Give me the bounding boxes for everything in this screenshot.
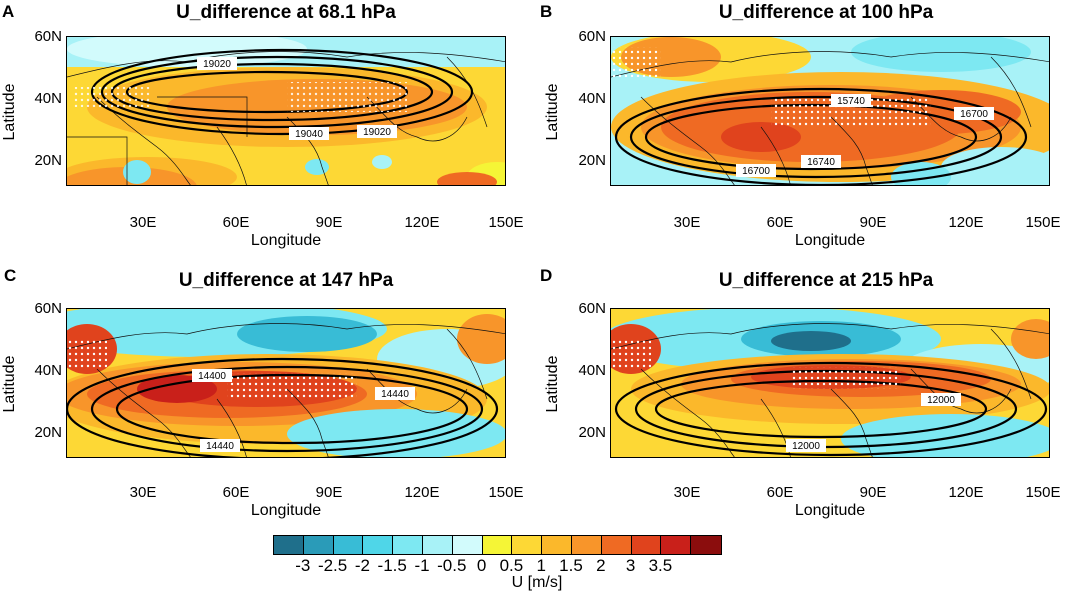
colorbar-box <box>422 536 453 554</box>
map-d: 12000 12000 <box>610 308 1050 458</box>
colorbar-tick: 2 <box>596 556 606 575</box>
x-tick: 30E <box>673 214 701 231</box>
colorbar-tick: -2 <box>354 556 370 575</box>
x-tick: 90E <box>859 214 887 231</box>
colorbar-box <box>512 536 543 554</box>
y-tick: 40N <box>34 362 62 379</box>
x-axis-label: Longitude <box>794 232 866 249</box>
contour-label: 12000 <box>792 441 820 452</box>
contour-label: 19020 <box>203 59 231 70</box>
x-axis-label: Longitude <box>250 502 322 519</box>
y-tick: 20N <box>578 424 606 441</box>
map-c: 14400 14440 14440 <box>66 308 506 458</box>
panel-title: U_difference at 147 hPa <box>178 270 394 291</box>
panel-label: C <box>4 266 17 285</box>
x-tick: 60E <box>222 214 250 231</box>
panel-c: C U_difference at 147 hPa <box>0 262 536 552</box>
y-tick: 60N <box>34 300 62 317</box>
x-tick: 150E <box>1025 484 1061 501</box>
y-tick: 20N <box>34 152 62 169</box>
y-tick: 40N <box>578 362 606 379</box>
x-axis-label: Longitude <box>250 232 322 249</box>
panel-label: B <box>540 2 553 21</box>
y-tick: 40N <box>578 90 606 107</box>
colorbar-box <box>571 536 602 554</box>
colorbar-box <box>452 536 483 554</box>
panel-a: A U_difference at 68.1 hPa <box>0 0 536 290</box>
panel-title: U_difference at 68.1 hPa <box>176 2 396 23</box>
colorbar-box <box>631 536 662 554</box>
map-b: 15740 16700 16740 16700 <box>610 36 1050 186</box>
colorbar-tick: 3.5 <box>648 556 673 575</box>
y-tick: 20N <box>578 152 606 169</box>
contour-label: 16740 <box>807 157 835 168</box>
colorbar-box <box>274 536 304 554</box>
colorbar-box <box>303 536 334 554</box>
panel-label: D <box>540 266 553 285</box>
y-tick: 60N <box>34 28 62 45</box>
y-axis-label: Latitude <box>544 355 561 413</box>
contour-label: 14400 <box>198 371 226 382</box>
colorbar-box <box>601 536 632 554</box>
x-tick: 120E <box>948 484 984 501</box>
map-a: 19020 19040 19020 <box>66 36 506 186</box>
colorbar-box <box>482 536 513 554</box>
panel-label: A <box>2 2 15 21</box>
x-tick: 120E <box>404 484 440 501</box>
x-tick: 60E <box>222 484 250 501</box>
colorbar-tick: 1 <box>536 556 546 575</box>
colorbar-box <box>393 536 423 554</box>
contour-label: 16700 <box>960 109 988 120</box>
colorbar-title: U [m/s] <box>511 574 563 591</box>
colorbar-tick: 0 <box>476 556 487 575</box>
contour-label: 16700 <box>742 166 770 177</box>
x-tick: 150E <box>488 214 524 231</box>
y-tick: 40N <box>34 90 62 107</box>
x-tick: 30E <box>129 484 157 501</box>
y-axis-label: Latitude <box>1 83 18 141</box>
x-tick: 90E <box>315 214 343 231</box>
colorbar-tick: -1 <box>414 556 430 575</box>
y-tick: 20N <box>34 424 62 441</box>
colorbar-tick: 3 <box>625 556 636 575</box>
y-tick: 60N <box>578 300 606 317</box>
x-axis-label: Longitude <box>794 502 866 519</box>
colorbar-box <box>691 536 721 554</box>
x-tick: 60E <box>766 484 794 501</box>
contour-label: 14440 <box>381 389 409 400</box>
x-tick: 30E <box>673 484 701 501</box>
panel-d: D U_difference at 215 hPa <box>536 262 1072 552</box>
x-tick: 150E <box>1025 214 1061 231</box>
contour-label: 19020 <box>363 127 391 138</box>
colorbar-box <box>661 536 692 554</box>
contour-label: 14440 <box>206 441 234 452</box>
panel-title: U_difference at 100 hPa <box>718 2 934 23</box>
colorbar <box>273 535 722 555</box>
panel-title: U_difference at 215 hPa <box>718 270 934 291</box>
y-axis-label: Latitude <box>1 355 18 413</box>
x-tick: 150E <box>488 484 524 501</box>
colorbar-box <box>542 536 572 554</box>
x-tick: 120E <box>404 214 440 231</box>
y-axis-label: Latitude <box>544 83 561 141</box>
colorbar-tick: -3 <box>295 556 311 575</box>
contour-label: 12000 <box>927 395 955 406</box>
x-tick: 90E <box>859 484 887 501</box>
x-tick: 90E <box>315 484 343 501</box>
colorbar-box <box>333 536 364 554</box>
panel-b: B U_difference at 100 hPa <box>536 0 1072 290</box>
x-tick: 30E <box>129 214 157 231</box>
colorbar-tick: -2.5 <box>317 556 348 575</box>
colorbar-tick: -0.5 <box>437 556 467 575</box>
x-tick: 120E <box>948 214 984 231</box>
contour-label: 19040 <box>295 129 323 140</box>
colorbar-box <box>363 536 394 554</box>
contour-label: 15740 <box>837 96 865 107</box>
colorbar-tick: -1.5 <box>377 556 407 575</box>
y-tick: 60N <box>578 28 606 45</box>
x-tick: 60E <box>766 214 794 231</box>
colorbar-tick: 1.5 <box>559 556 583 575</box>
colorbar-tick: 0.5 <box>499 556 524 575</box>
